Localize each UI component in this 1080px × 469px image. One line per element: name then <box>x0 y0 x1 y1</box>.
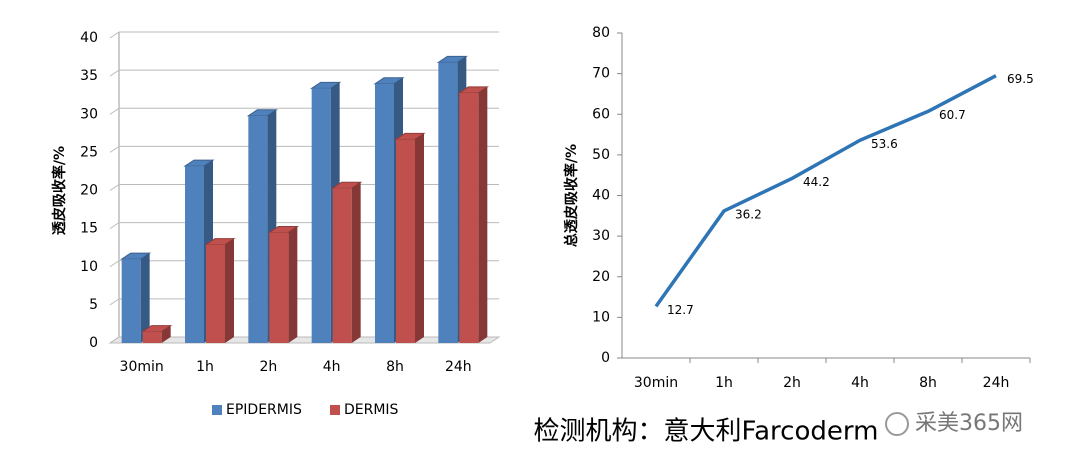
y-tick-label: 0 <box>89 335 98 351</box>
y-tick-label: 10 <box>592 309 610 325</box>
bar <box>206 244 225 343</box>
grid-diag <box>109 69 120 77</box>
y-axis-label: 透皮吸收率/% <box>51 146 68 235</box>
data-label: 60.7 <box>939 108 966 122</box>
x-tick-label: 30min <box>634 375 678 391</box>
bar-side <box>225 238 234 343</box>
bar <box>396 139 415 343</box>
grid-diag <box>109 184 120 191</box>
x-tick-label: 30min <box>120 359 164 375</box>
y-tick-label: 40 <box>592 188 610 204</box>
x-tick-label: 4h <box>851 375 869 391</box>
y-tick-label: 15 <box>80 221 98 237</box>
y-tick-label: 0 <box>601 350 610 366</box>
bar-side <box>288 226 298 343</box>
legend-swatch <box>330 405 340 415</box>
x-tick-label: 24h <box>445 359 472 375</box>
y-tick-label: 25 <box>80 144 98 160</box>
x-tick-label: 2h <box>783 375 801 391</box>
watermark-icon <box>885 412 909 436</box>
grid-diag <box>109 298 120 306</box>
x-tick-label: 8h <box>386 359 404 375</box>
bar-side <box>140 253 150 343</box>
bar <box>248 115 268 344</box>
data-label: 69.5 <box>1007 72 1034 86</box>
y-tick-label: 20 <box>80 183 98 199</box>
caption: 检测机构：意大利Farcoderm <box>534 417 879 447</box>
bar <box>185 166 204 343</box>
data-label: 53.6 <box>871 137 898 151</box>
legend-swatch <box>212 405 222 415</box>
y-tick-label: 20 <box>592 269 610 285</box>
bar <box>121 259 141 343</box>
bar <box>459 92 479 344</box>
x-tick-label: 4h <box>323 359 341 375</box>
bar <box>269 232 289 343</box>
y-tick-label: 50 <box>592 147 610 163</box>
y-tick-label: 60 <box>592 106 610 122</box>
bar <box>438 62 458 344</box>
y-tick-label: 30 <box>80 106 98 122</box>
watermark: 采美365网 <box>915 411 1023 436</box>
y-tick-label: 70 <box>592 66 610 82</box>
bar-side <box>478 86 488 344</box>
bar-side <box>161 325 171 343</box>
legend-label: EPIDERMIS <box>226 402 302 418</box>
y-axis-label: 总透皮吸收率/% <box>563 144 580 247</box>
data-label: 12.7 <box>667 303 694 317</box>
y-tick-label: 35 <box>80 68 98 84</box>
x-tick-label: 1h <box>715 375 733 391</box>
grid-diag <box>109 31 120 39</box>
y-tick-label: 80 <box>592 25 610 41</box>
grid-diag <box>109 336 120 344</box>
y-tick-label: 10 <box>80 259 98 275</box>
line <box>654 74 997 308</box>
grid-diag <box>109 145 120 153</box>
grid-diag <box>109 107 120 115</box>
bar <box>332 188 352 343</box>
grid-diag <box>109 222 120 230</box>
x-tick-label: 8h <box>919 375 937 391</box>
legend-label: DERMIS <box>344 402 399 418</box>
data-label: 44.2 <box>803 175 830 189</box>
x-tick-label: 24h <box>983 375 1010 391</box>
data-label: 36.2 <box>735 207 762 221</box>
x-tick-label: 2h <box>259 359 277 375</box>
bar <box>311 88 331 343</box>
bar-side <box>415 133 424 343</box>
y-tick-label: 30 <box>592 228 610 244</box>
bar <box>142 331 162 343</box>
y-tick-label: 40 <box>80 30 98 46</box>
bar-side <box>351 182 361 343</box>
y-tick-label: 5 <box>89 297 98 313</box>
bar <box>375 83 394 343</box>
x-tick-label: 1h <box>196 359 214 375</box>
grid-diag <box>109 260 120 268</box>
